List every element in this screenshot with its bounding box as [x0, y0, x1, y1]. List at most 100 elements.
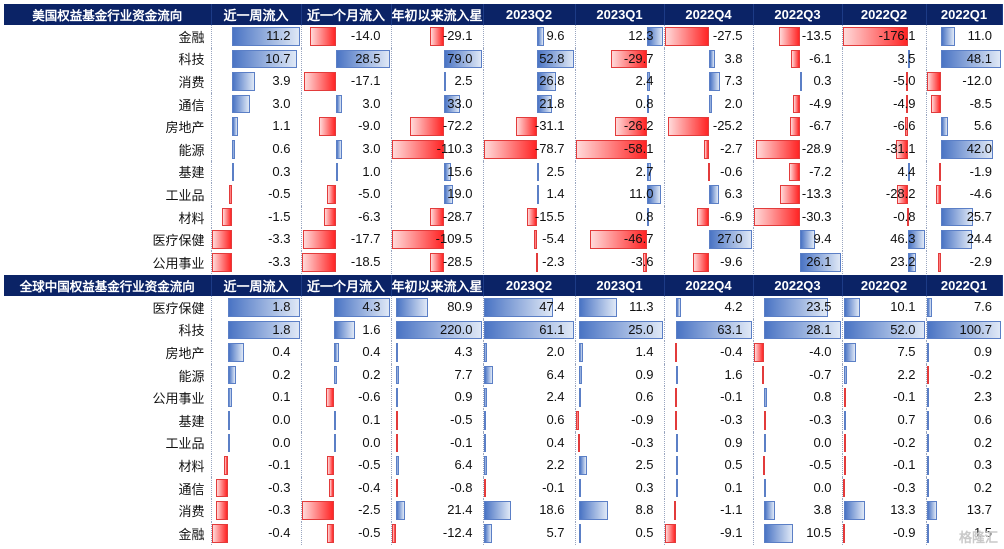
- inflow-bar: [843, 320, 925, 340]
- value-cell: 25.0: [574, 318, 665, 342]
- value-cell: 0.6: [574, 386, 665, 409]
- outflow-bar: [843, 478, 846, 498]
- value-label: -0.4: [268, 524, 291, 540]
- value-label: 10.7: [265, 50, 291, 66]
- value-label: 42.0: [966, 140, 993, 156]
- value-label: -0.3: [268, 502, 291, 518]
- value-label: -7.2: [809, 163, 832, 179]
- value-cell: -0.6: [663, 160, 754, 184]
- us-sector-flow-table: 美国权益基金行业资金流向 近一周流入 近一个月流入 年初以来流入星 2023Q2 2023…: [4, 4, 1003, 274]
- sector-name: 公用事业: [152, 391, 205, 407]
- outflow-bar: [615, 117, 648, 136]
- inflow-bar: [484, 365, 494, 385]
- value-cell: -0.4: [663, 341, 754, 364]
- outflow-bar: [303, 230, 337, 249]
- value-cell: 46.3: [841, 228, 927, 251]
- value-cell: 0.9: [390, 386, 484, 409]
- value-label: -2.9: [969, 253, 993, 269]
- inflow-bar: [764, 298, 829, 317]
- value-cell: 10.7: [210, 47, 301, 71]
- value-cell: -5.4: [482, 228, 576, 251]
- outflow-bar: [392, 139, 445, 159]
- value-cell: 47.4: [482, 296, 576, 319]
- value-label: 4.2: [724, 299, 743, 314]
- sector-name: 能源: [178, 142, 205, 158]
- value-label: 25.0: [628, 321, 654, 337]
- value-label: -1.9: [969, 163, 993, 179]
- value-cell: 3.8: [663, 47, 754, 71]
- value-cell: 0.7: [841, 408, 927, 432]
- outflow-bar: [763, 410, 766, 430]
- value-label: 2.5: [454, 73, 473, 89]
- inflow-bar: [843, 501, 865, 520]
- value-cell: 63.1: [663, 318, 754, 342]
- inflow-bar: [444, 72, 447, 91]
- value-label: 0.6: [272, 140, 291, 156]
- value-label: 3.0: [362, 140, 381, 156]
- outflow-bar: [304, 72, 337, 91]
- value-label: -0.6: [358, 389, 381, 405]
- column-header: 2023Q1: [575, 4, 665, 25]
- value-label: 6.4: [454, 457, 473, 473]
- value-label: -17.7: [350, 231, 381, 247]
- value-cell: -176.1: [841, 25, 927, 48]
- value-label: 3.8: [813, 502, 832, 518]
- value-label: 21.4: [447, 502, 473, 518]
- value-label: -0.1: [720, 389, 743, 405]
- inflow-bar: [231, 117, 239, 136]
- outflow-bar: [215, 478, 228, 498]
- value-cell: 1.6: [663, 363, 754, 387]
- value-cell: -7.2: [752, 160, 843, 184]
- value-label: -8.5: [969, 95, 993, 111]
- column-header: 2022Q4: [664, 4, 754, 25]
- value-cell: 9.4: [752, 228, 843, 251]
- inflow-bar: [843, 298, 860, 317]
- inflow-bar: [764, 501, 775, 520]
- column-header: 年初以来流入星: [391, 4, 484, 25]
- value-label: 9.6: [546, 28, 565, 43]
- column-header: 2022Q2: [842, 4, 927, 25]
- value-cell: -0.3: [574, 431, 665, 455]
- value-label: -3.3: [268, 253, 291, 269]
- value-cell: -31.1: [841, 137, 927, 161]
- value-cell: -13.3: [752, 183, 843, 206]
- outflow-bar: [665, 27, 709, 46]
- table-row: 材料 -0.1 -0.5 6.4 2.2 2.5 0.5 -0.5 -0.1 0.3: [4, 454, 1003, 477]
- value-cell: -0.5: [300, 454, 391, 477]
- value-label: -176.1: [878, 28, 916, 43]
- value-label: -2.5: [358, 502, 381, 518]
- value-label: -25.2: [712, 118, 743, 134]
- value-cell: 6.3: [663, 183, 754, 206]
- value-label: 13.3: [890, 502, 916, 518]
- value-cell: 0.4: [300, 341, 391, 364]
- value-label: 0.4: [546, 434, 565, 450]
- column-header: 近一个月流入: [301, 275, 392, 296]
- value-cell: 0.0: [210, 408, 301, 432]
- value-label: -4.0: [809, 344, 832, 360]
- value-label: 0.4: [272, 344, 291, 360]
- value-cell: 2.7: [574, 160, 665, 184]
- value-cell: -28.9: [752, 137, 843, 161]
- value-cell: 5.7: [482, 521, 576, 545]
- inflow-bar: [647, 72, 651, 91]
- value-cell: 2.4: [482, 386, 576, 409]
- value-cell: -9.0: [300, 115, 391, 138]
- value-cell: 0.6: [210, 137, 301, 161]
- table-row: 金融 11.2 -14.0 -29.1 9.6 12.3 -27.5 -13.5 -176.1 1…: [4, 25, 1003, 48]
- value-label: -0.1: [893, 389, 916, 405]
- value-label: -6.3: [358, 208, 381, 224]
- value-label: 2.4: [546, 389, 565, 405]
- outflow-bar: [843, 388, 846, 407]
- value-cell: -13.5: [752, 25, 843, 48]
- value-label: -0.3: [631, 434, 654, 450]
- value-label: -30.3: [801, 208, 832, 224]
- table-row: 科技 10.7 28.5 79.0 52.8 -29.7 3.8 -6.1 3.5 48.1: [4, 47, 1003, 71]
- value-cell: 79.0: [390, 47, 484, 71]
- inflow-bar: [764, 523, 793, 543]
- outflow-bar: [675, 410, 678, 430]
- inflow-bar: [800, 230, 815, 249]
- value-cell: 52.0: [841, 318, 927, 342]
- value-label: -110.3: [436, 140, 473, 156]
- value-label: 61.1: [539, 321, 565, 337]
- value-cell: 27.0: [663, 228, 754, 251]
